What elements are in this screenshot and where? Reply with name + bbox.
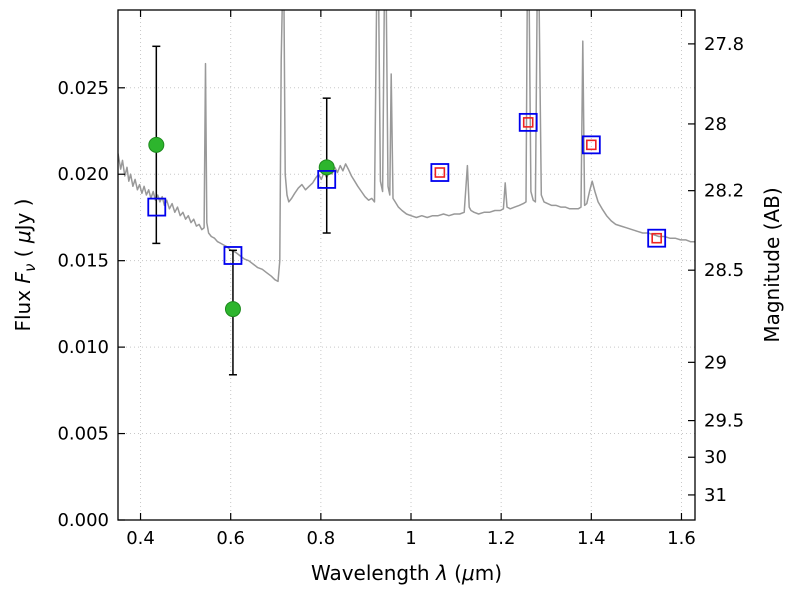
photometry-red-square (434, 167, 446, 178)
y-tick-label-right: 28.2 (704, 181, 744, 202)
grid (118, 10, 695, 520)
y-tick-label-right: 30 (704, 447, 727, 468)
observed-point (224, 301, 241, 318)
y-tick-label-left: 0.010 (57, 337, 109, 358)
y-tick-label-right: 31 (704, 485, 727, 506)
y-axis-label-right: Magnitude (AB) (760, 187, 784, 342)
x-tick-label: 0.6 (216, 528, 245, 549)
model-point-square (223, 246, 243, 265)
model-point-square (430, 163, 450, 182)
model-point-square (518, 112, 538, 132)
tick-labels: 0.4 0.6 0.8 1 1.2 1.4 1.6 0.000 0.005 0.010 0.015 0… (57, 34, 744, 549)
model-point-square (647, 228, 667, 248)
model-point-square (581, 135, 601, 155)
observed-point (148, 136, 165, 153)
x-tick-label: 1 (405, 528, 416, 549)
spectrum-line (118, 10, 695, 283)
y-axis-label-left: Flux Fν ( μJy ) (11, 198, 39, 331)
photometry-red-square (522, 117, 534, 128)
photometry-red-square (651, 232, 662, 244)
x-tick-label: 1.6 (667, 528, 696, 549)
observed-point (318, 159, 335, 176)
model-point-square (317, 170, 337, 189)
y-tick-label-right: 29 (704, 352, 727, 373)
y-tick-label-right: 27.8 (704, 34, 744, 55)
y-tick-label-left: 0.020 (57, 164, 109, 185)
plot-frame (117, 9, 696, 521)
y-tick-label-right: 28.5 (704, 260, 744, 281)
x-axis-label: Wavelength λ (μm) (311, 561, 502, 585)
x-tick-label: 0.8 (307, 528, 336, 549)
tick-marks (118, 10, 695, 521)
model-point-square (147, 197, 167, 217)
y-tick-label-left: 0.025 (57, 78, 109, 99)
y-tick-label-left: 0.000 (57, 510, 109, 531)
y-tick-label-right: 28 (704, 114, 727, 135)
y-tick-label-left: 0.005 (57, 424, 109, 445)
x-tick-label: 1.2 (487, 528, 516, 549)
x-tick-label: 0.4 (126, 528, 155, 549)
photometry-red-square (586, 139, 597, 151)
y-tick-label-right: 29.5 (704, 411, 744, 432)
x-tick-label: 1.4 (577, 528, 606, 549)
y-tick-label-left: 0.015 (57, 251, 109, 272)
